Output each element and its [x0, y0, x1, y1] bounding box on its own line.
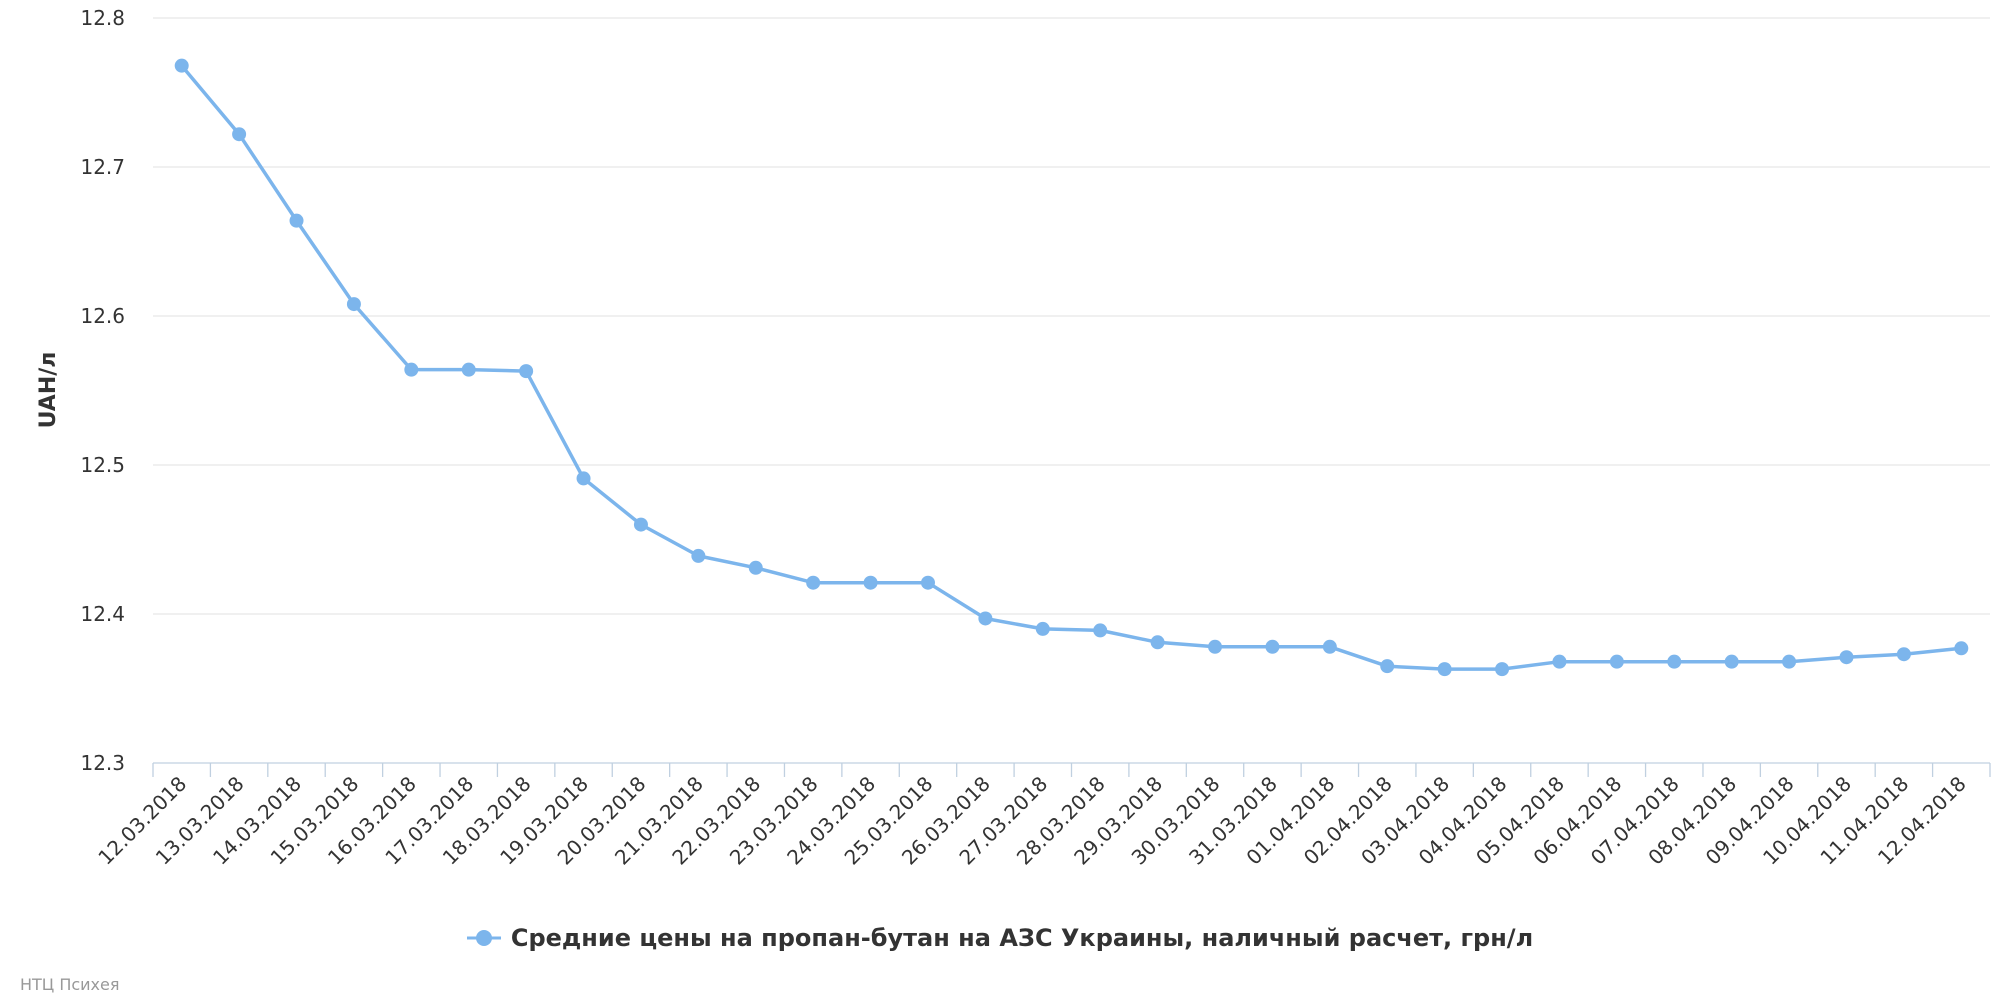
data-point[interactable] — [1667, 654, 1682, 669]
data-point[interactable] — [1150, 635, 1165, 650]
x-axis — [152, 762, 1991, 777]
data-point[interactable] — [1782, 654, 1797, 669]
data-point[interactable] — [232, 127, 247, 142]
data-point[interactable] — [806, 575, 821, 590]
legend-item[interactable]: Средние цены на пропан-бутан на АЗС Укра… — [466, 924, 1534, 952]
y-tick-label: 12.8 — [80, 6, 125, 30]
data-point[interactable] — [1322, 639, 1337, 654]
data-point[interactable] — [519, 364, 534, 379]
data-point[interactable] — [1380, 659, 1395, 674]
legend: Средние цены на пропан-бутан на АЗС Укра… — [0, 924, 2000, 952]
credits[interactable]: НТЦ Психея — [20, 975, 120, 994]
data-point[interactable] — [1552, 654, 1567, 669]
y-tick-label: 12.7 — [80, 155, 125, 179]
data-point[interactable] — [1724, 654, 1739, 669]
grid-lines — [153, 17, 1990, 615]
data-point[interactable] — [1609, 654, 1624, 669]
series-group — [174, 58, 1969, 677]
data-point[interactable] — [1495, 662, 1510, 677]
data-point[interactable] — [633, 517, 648, 532]
series-line — [179, 63, 1964, 671]
y-axis-title: UAH/л — [36, 352, 61, 429]
x-axis-labels: 12.03.201813.03.201814.03.201815.03.2018… — [93, 772, 1971, 870]
data-point[interactable] — [1265, 639, 1280, 654]
data-point[interactable] — [978, 611, 993, 626]
data-point[interactable] — [1954, 641, 1969, 656]
legend-label: Средние цены на пропан-бутан на АЗС Укра… — [510, 924, 1534, 952]
y-tick-label: 12.6 — [80, 304, 125, 328]
data-point[interactable] — [691, 548, 706, 563]
data-point[interactable] — [1093, 623, 1108, 638]
y-tick-label: 12.4 — [80, 602, 125, 626]
data-point[interactable] — [174, 58, 189, 73]
data-point[interactable] — [1896, 647, 1911, 662]
data-point[interactable] — [404, 362, 419, 377]
y-axis-labels: 12.3 12.4 12.5 12.6 12.7 12.8 — [80, 6, 125, 775]
data-point[interactable] — [1839, 650, 1854, 665]
legend-marker-icon — [466, 930, 501, 946]
y-tick-label: 12.5 — [80, 453, 125, 477]
data-point[interactable] — [576, 471, 591, 486]
data-point[interactable] — [920, 575, 935, 590]
data-point[interactable] — [461, 362, 476, 377]
data-point[interactable] — [1437, 662, 1452, 677]
data-point[interactable] — [1035, 621, 1050, 636]
data-point[interactable] — [1208, 639, 1223, 654]
data-point[interactable] — [748, 560, 763, 575]
data-point[interactable] — [289, 213, 304, 228]
data-point[interactable] — [863, 575, 878, 590]
data-point[interactable] — [346, 297, 361, 312]
y-tick-label: 12.3 — [80, 751, 125, 775]
